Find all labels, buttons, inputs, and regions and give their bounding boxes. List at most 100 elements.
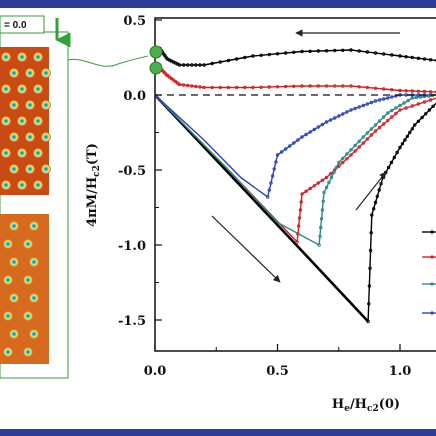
series-3-marker xyxy=(349,108,353,112)
series-3-jump-line xyxy=(267,94,436,198)
series-1-marker xyxy=(298,208,303,212)
series-0-marker xyxy=(431,104,435,108)
x-axis-label: He/Hc2(0) xyxy=(332,397,400,414)
vortex-core xyxy=(25,68,35,78)
series-1-marker xyxy=(299,200,303,204)
series-2-jump-line xyxy=(318,94,436,246)
vortex-core xyxy=(25,100,35,110)
series-3-marker xyxy=(279,150,284,154)
series-1-marker xyxy=(386,118,390,123)
series-1-marker xyxy=(181,83,186,87)
vortex-core xyxy=(23,347,33,357)
series-0-marker xyxy=(404,55,408,59)
series-1-marker xyxy=(394,111,398,116)
series-0-marker xyxy=(366,319,370,324)
series-1-marker xyxy=(422,100,427,104)
series-0-marker xyxy=(390,53,394,57)
series-1-marker xyxy=(316,181,320,185)
series-0-marker xyxy=(375,194,379,198)
series-2-marker xyxy=(369,127,374,131)
series-2-marker xyxy=(373,123,378,127)
series-1-marker xyxy=(304,189,308,193)
vortex-core xyxy=(29,257,39,267)
series-3-marker xyxy=(382,97,386,101)
y-tick-label: -0.5 xyxy=(118,164,146,179)
series-0-marker xyxy=(424,112,428,116)
series-1-marker xyxy=(377,125,382,130)
vortex-core xyxy=(9,221,19,231)
series-2-marker xyxy=(402,101,406,105)
series-1-marker xyxy=(210,85,214,90)
series-3-marker xyxy=(296,138,300,142)
vortex-lattice-top xyxy=(1,52,51,190)
series-0-marker xyxy=(379,182,383,186)
series-3-marker xyxy=(274,160,278,164)
series-0-marker xyxy=(395,150,399,155)
series-0-marker xyxy=(218,60,222,64)
vortex-core xyxy=(9,132,19,142)
series-3-marker xyxy=(337,114,341,118)
vortex-core xyxy=(1,84,11,94)
series-2-marker xyxy=(390,108,394,113)
series-1-marker xyxy=(267,85,271,89)
series-3-marker xyxy=(365,102,369,106)
series-0-marker xyxy=(416,119,421,123)
series-2-marker xyxy=(319,225,323,230)
x-tick-label: 0.5 xyxy=(266,364,289,379)
series-1-marker xyxy=(373,86,378,90)
series-3-marker xyxy=(333,116,337,120)
series-3-marker xyxy=(288,144,292,148)
series-1-marker xyxy=(373,129,378,133)
series-1-marker xyxy=(398,88,402,93)
vortex-core xyxy=(1,52,11,62)
series-0-marker xyxy=(422,57,427,61)
series-1-marker xyxy=(226,85,231,90)
series-0-marker xyxy=(392,155,396,160)
series-0-marker xyxy=(413,123,417,127)
series-1-marker xyxy=(218,85,222,90)
series-0-marker xyxy=(194,63,198,67)
series-2-marker xyxy=(317,243,321,247)
vortex-core xyxy=(29,221,39,231)
inset-panel: = 0.0 xyxy=(0,15,149,379)
arrow-increasing-field-2 xyxy=(355,171,387,211)
series-0-marker xyxy=(198,63,202,67)
series-0-marker xyxy=(259,53,263,57)
series-1-jump-line xyxy=(296,97,436,243)
series-1-marker xyxy=(190,84,194,88)
vortex-core xyxy=(3,347,13,357)
series-0-jump-line xyxy=(367,102,436,322)
vortex-core xyxy=(33,84,43,94)
vortex-core xyxy=(25,132,35,142)
y-tick-label: 0.5 xyxy=(123,14,146,29)
series-0-up-line xyxy=(154,94,370,323)
vortex-core xyxy=(25,164,35,174)
series-3-up-line xyxy=(154,94,269,198)
series-1-marker xyxy=(382,87,386,91)
vortex-map-bottom xyxy=(0,214,49,364)
vortex-core xyxy=(9,164,19,174)
series-layer xyxy=(154,46,436,323)
series-1-marker xyxy=(300,84,304,88)
series-0-marker xyxy=(427,108,432,112)
series-2-marker xyxy=(321,199,325,203)
series-1-down-line xyxy=(154,64,436,93)
legend xyxy=(422,230,436,315)
series-0-marker xyxy=(368,248,373,253)
series-1-marker xyxy=(185,83,190,88)
vortex-core xyxy=(17,148,27,158)
series-1-marker xyxy=(365,137,369,141)
series-2-marker xyxy=(320,208,325,212)
series-3-marker xyxy=(272,167,276,171)
series-3-marker xyxy=(369,100,374,105)
series-0-marker xyxy=(275,52,280,56)
series-3-marker xyxy=(341,112,345,116)
series-0-marker xyxy=(367,284,372,288)
series-2-marker xyxy=(334,165,338,170)
series-0-marker xyxy=(365,50,369,54)
vortex-core xyxy=(41,132,51,142)
vortex-core xyxy=(17,116,27,126)
series-1-marker xyxy=(296,232,300,236)
series-0-marker xyxy=(377,188,381,192)
